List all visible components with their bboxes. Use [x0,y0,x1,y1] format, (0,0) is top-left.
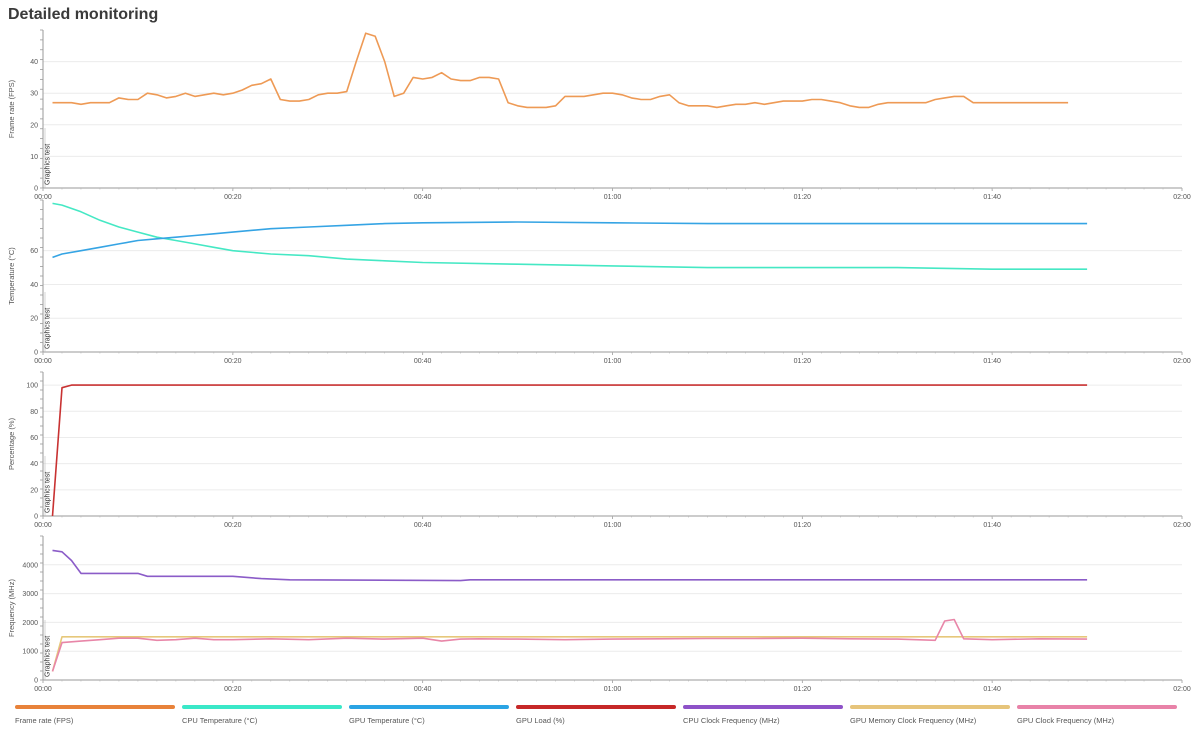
legend-label: CPU Temperature (°C) [182,716,258,725]
gpu-clock-frequency-mhz-line [51,618,1088,672]
y-tick-label: 1000 [22,649,38,656]
graphics-test-marker: Graphics test [45,144,52,185]
cpu-clock-frequency-mhz-line [52,549,1088,582]
legend-label: CPU Clock Frequency (MHz) [683,716,780,725]
x-tick-label: 00:00 [34,194,52,201]
x-tick-label: 01:40 [983,522,1001,529]
y-tick-label: 0 [34,514,38,521]
x-tick-label: 00:20 [224,686,242,693]
x-tick-label: 01:40 [983,194,1001,201]
legend-swatch [182,705,342,709]
x-tick-label: 00:00 [34,686,52,693]
page-title: Detailed monitoring [8,6,159,23]
y-tick-label: 80 [30,409,38,416]
gpu-temperature-c-line [52,221,1088,259]
y-axis-label: Temperature (°C) [7,247,16,305]
y-tick-label: 100 [26,383,38,390]
graphics-test-marker: Graphics test [45,636,52,677]
chart-panel-1: 0 10 20 30 40 00:00 00:20 00:40 01:00 01:20 01:40 0… [7,29,1191,201]
chart-panel-4: 0 1000 2000 3000 4000 00:00 00:20 00:40 01:00 01:… [7,535,1191,693]
y-tick-label: 0 [34,350,38,357]
legend-item[interactable]: GPU Clock Frequency (MHz) [1017,705,1177,725]
y-tick-label: 20 [30,487,38,494]
x-tick-label: 02:00 [1173,194,1191,201]
legend-item[interactable]: GPU Load (%) [516,705,676,725]
legend-swatch [15,705,175,709]
x-tick-label: 01:20 [794,358,812,365]
x-tick-label: 01:00 [604,358,622,365]
y-axis-label: Frame rate (FPS) [7,79,16,138]
x-tick-label: 02:00 [1173,686,1191,693]
x-tick-label: 00:00 [34,358,52,365]
cpu-temperature-c-line [52,202,1088,271]
x-tick-label: 00:20 [224,358,242,365]
legend-swatch [850,705,1010,709]
gpu-load-line [51,384,1088,517]
x-tick-label: 01:40 [983,358,1001,365]
x-tick-label: 01:20 [794,522,812,529]
y-axis-label: Percentage (%) [7,417,16,470]
legend-label: GPU Temperature (°C) [349,716,425,725]
legend-item[interactable]: CPU Clock Frequency (MHz) [683,705,843,725]
legend-swatch [683,705,843,709]
x-tick-label: 02:00 [1173,358,1191,365]
x-tick-label: 01:40 [983,686,1001,693]
x-tick-label: 01:00 [604,194,622,201]
y-tick-label: 20 [30,316,38,323]
legend-item[interactable]: GPU Memory Clock Frequency (MHz) [850,705,1010,725]
y-tick-label: 0 [34,186,38,193]
y-tick-label: 0 [34,678,38,685]
x-tick-label: 00:20 [224,522,242,529]
y-tick-label: 3000 [22,591,38,598]
y-tick-label: 60 [30,248,38,255]
frame-rate-fps-line [52,32,1069,109]
graphics-test-marker: Graphics test [45,472,52,513]
x-tick-label: 00:40 [414,522,432,529]
y-tick-label: 10 [30,154,38,161]
legend-swatch [349,705,509,709]
legend-swatch [516,705,676,709]
legend-label: Frame rate (FPS) [15,716,74,725]
legend-label: GPU Load (%) [516,716,565,725]
x-tick-label: 01:00 [604,686,622,693]
x-tick-label: 02:00 [1173,522,1191,529]
x-tick-label: 01:20 [794,686,812,693]
gpu-memory-clock-frequency-mhz-line [51,635,1088,672]
y-tick-label: 60 [30,435,38,442]
legend-label: GPU Clock Frequency (MHz) [1017,716,1115,725]
x-tick-label: 01:00 [604,522,622,529]
chart-panel-3: 0 20 40 60 80 100 00:00 00:20 00:40 01:00 01:20 01:… [7,371,1191,529]
y-axis-label: Frequency (MHz) [7,579,16,637]
chart-panel-2: 0 20 40 60 00:00 00:20 00:40 01:00 01:20 01:40 02:… [7,199,1191,365]
y-tick-label: 40 [30,59,38,66]
x-tick-label: 00:40 [414,358,432,365]
x-tick-label: 00:20 [224,194,242,201]
legend-item[interactable]: GPU Temperature (°C) [349,705,509,725]
y-tick-label: 2000 [22,620,38,627]
x-tick-label: 00:40 [414,686,432,693]
graphics-test-marker: Graphics test [45,308,52,349]
y-tick-label: 40 [30,282,38,289]
x-tick-label: 01:20 [794,194,812,201]
x-tick-label: 00:00 [34,522,52,529]
y-tick-label: 4000 [22,562,38,569]
legend-item[interactable]: CPU Temperature (°C) [182,705,342,725]
y-tick-label: 40 [30,461,38,468]
legend-item[interactable]: Frame rate (FPS) [15,705,175,725]
y-tick-label: 20 [30,122,38,129]
x-tick-label: 00:40 [414,194,432,201]
y-tick-label: 30 [30,91,38,98]
chart-legend: Frame rate (FPS) CPU Temperature (°C) GPU … [15,705,1195,731]
legend-label: GPU Memory Clock Frequency (MHz) [850,716,977,725]
legend-swatch [1017,705,1177,709]
